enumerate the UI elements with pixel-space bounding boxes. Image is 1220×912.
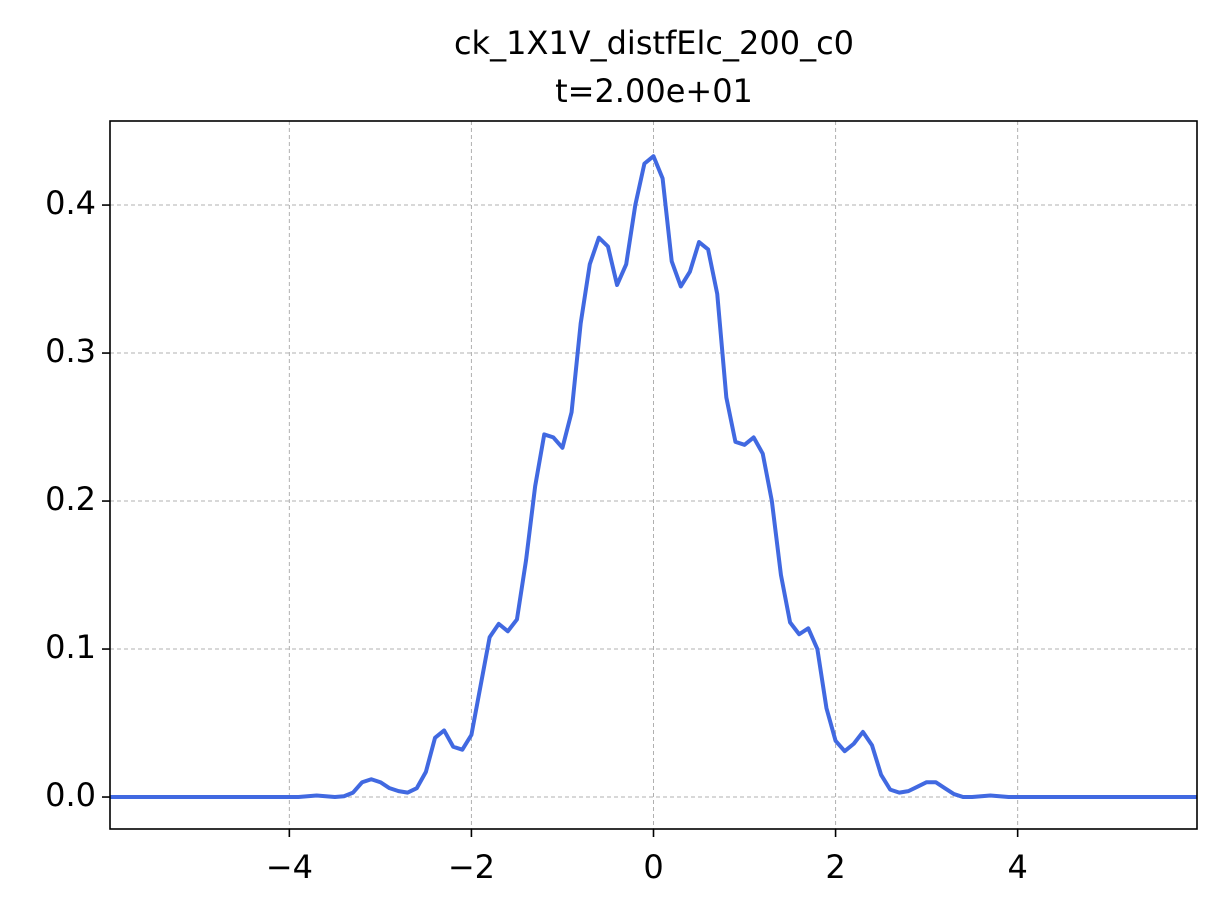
y-tick-label: 0.2 <box>45 480 96 518</box>
y-tick-label: 0.0 <box>45 776 96 814</box>
y-tick-label: 0.4 <box>45 184 96 222</box>
chart-subtitle: t=2.00e+01 <box>555 72 753 110</box>
x-tick-label: 0 <box>643 848 663 886</box>
x-tick-label: 4 <box>1007 848 1027 886</box>
plot-area <box>110 154 1197 800</box>
x-tick-label: 2 <box>825 848 845 886</box>
x-tick-label: −2 <box>448 848 495 886</box>
y-tick-label: 0.1 <box>45 628 96 666</box>
y-tick-label: 0.3 <box>45 332 96 370</box>
data-line <box>110 154 1197 800</box>
ticks: −4 −2 0 2 4 0.0 0.1 0.2 0.3 0.4 <box>45 184 1028 886</box>
chart-title: ck_1X1V_distfElc_200_c0 <box>454 24 854 62</box>
x-tick-label: −4 <box>266 848 313 886</box>
grid <box>110 121 1197 829</box>
